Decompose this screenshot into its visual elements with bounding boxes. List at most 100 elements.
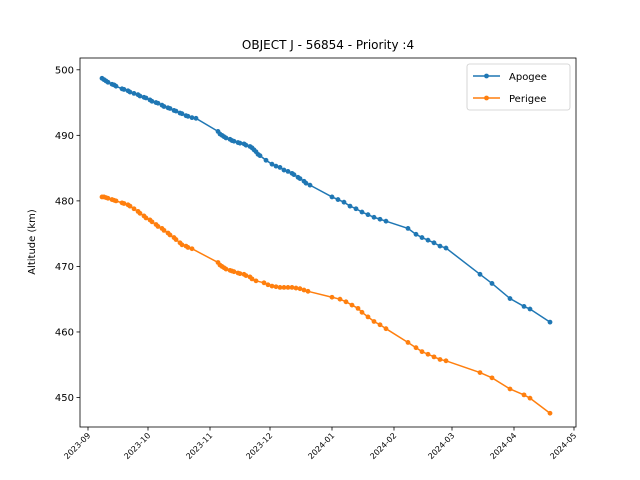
- data-point: [281, 167, 287, 173]
- data-point: [143, 95, 149, 101]
- data-point: [273, 284, 279, 290]
- data-point: [277, 285, 283, 290]
- x-tick-label: 2024-05: [548, 431, 578, 461]
- data-point: [425, 351, 431, 357]
- data-point: [307, 182, 313, 188]
- data-point: [303, 180, 309, 186]
- data-point: [249, 276, 255, 282]
- data-point: [425, 237, 431, 243]
- y-tick-label: 480: [55, 196, 74, 207]
- data-point: [377, 216, 383, 222]
- data-point: [131, 206, 137, 212]
- data-point: [173, 108, 179, 114]
- data-point: [527, 395, 533, 401]
- data-point: [121, 87, 127, 92]
- data-point: [277, 165, 283, 170]
- data-point: [173, 237, 179, 242]
- data-point: [285, 168, 291, 174]
- data-point: [273, 163, 279, 169]
- data-point: [413, 345, 419, 351]
- data-point: [431, 240, 437, 246]
- data-point: [359, 309, 365, 315]
- series-line: [102, 196, 551, 414]
- data-point: [297, 176, 303, 182]
- data-point: [291, 172, 297, 178]
- data-point: [127, 203, 133, 209]
- data-point: [237, 140, 243, 146]
- series-perigee: [99, 194, 553, 416]
- data-point: [243, 273, 249, 278]
- chart-title: OBJECT J - 56854 - Priority :4: [242, 38, 414, 52]
- y-tick-label: 500: [55, 65, 74, 76]
- data-point: [131, 90, 137, 96]
- data-point: [189, 246, 195, 252]
- data-point: [547, 319, 553, 325]
- data-point: [419, 235, 425, 240]
- x-axis: 2023-09 2023-10 2023-11 2023-12 2024-01 2024-…: [62, 427, 578, 461]
- data-point: [359, 209, 365, 215]
- data-point: [489, 375, 495, 381]
- y-axis: 450 460 470 480 490 500: [55, 65, 80, 404]
- data-point: [243, 142, 249, 148]
- data-point: [305, 288, 311, 294]
- data-point: [521, 304, 527, 309]
- data-point: [353, 206, 359, 212]
- data-point: [405, 340, 411, 345]
- legend-marker: [484, 73, 489, 79]
- data-point: [193, 115, 199, 121]
- data-point: [377, 322, 383, 328]
- x-tick-label: 2023-11: [184, 431, 214, 461]
- data-point: [431, 354, 437, 360]
- data-point: [329, 194, 335, 200]
- data-point: [289, 285, 295, 290]
- data-point: [337, 296, 343, 302]
- legend: Apogee Perigee: [466, 63, 571, 111]
- data-point: [127, 89, 133, 95]
- data-point: [507, 296, 513, 301]
- x-tick-label: 2023-09: [62, 431, 92, 461]
- data-point: [179, 111, 185, 117]
- data-point: [253, 278, 259, 284]
- data-point: [383, 326, 389, 332]
- data-point: [349, 302, 355, 308]
- legend-label: Perigee: [509, 94, 546, 105]
- data-point: [329, 294, 335, 300]
- data-point: [301, 287, 307, 293]
- legend-label: Apogee: [509, 72, 547, 83]
- data-point: [477, 370, 483, 375]
- data-point: [371, 319, 377, 324]
- data-point: [161, 227, 167, 233]
- data-point: [489, 281, 495, 286]
- data-point: [269, 161, 275, 167]
- data-point: [293, 285, 299, 291]
- data-point: [443, 245, 449, 251]
- data-point: [189, 115, 195, 121]
- data-point: [405, 226, 411, 231]
- data-point: [521, 392, 527, 398]
- data-point: [335, 197, 341, 202]
- plot-frame: [79, 57, 577, 428]
- data-point: [269, 283, 275, 289]
- data-point: [105, 195, 111, 201]
- x-tick-label: 2023-10: [122, 431, 152, 461]
- plot-area: [99, 75, 553, 416]
- data-point: [185, 245, 191, 250]
- x-tick-label: 2024-04: [488, 431, 518, 461]
- series-line: [101, 77, 551, 323]
- data-point: [437, 243, 443, 249]
- data-point: [137, 210, 143, 216]
- data-point: [477, 271, 483, 277]
- data-point: [365, 314, 371, 320]
- data-point: [419, 349, 425, 355]
- data-point: [167, 232, 173, 238]
- data-point: [281, 285, 287, 290]
- data-point: [223, 135, 229, 141]
- data-point: [231, 269, 237, 275]
- data-point: [105, 79, 111, 85]
- data-point: [347, 203, 353, 209]
- data-point: [231, 138, 237, 144]
- data-point: [341, 199, 347, 205]
- data-point: [285, 285, 291, 290]
- data-point: [179, 242, 185, 248]
- data-point: [185, 113, 191, 119]
